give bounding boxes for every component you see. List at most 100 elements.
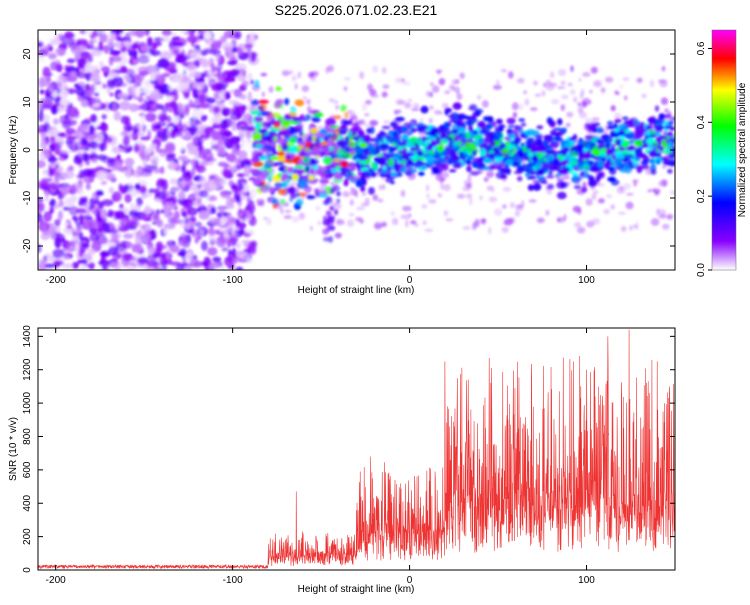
heatmap-cell: [48, 167, 54, 178]
heatmap-cell: [333, 210, 339, 214]
heatmap-cell: [630, 156, 638, 161]
heatmap-cell: [163, 223, 176, 230]
heatmap-cell: [173, 106, 179, 118]
heatmap-cell: [124, 169, 133, 178]
heatmap-cell: [570, 65, 574, 72]
heatmap-cell: [111, 30, 124, 35]
heatmap-cell: [160, 166, 165, 175]
heatmap-cell: [242, 137, 249, 149]
heatmap-cell: [278, 137, 285, 146]
heatmap-cell: [198, 102, 211, 109]
heatmap-cell: [100, 254, 106, 265]
heatmap-cell: [199, 175, 207, 186]
heatmap-cell: [608, 166, 614, 172]
heatmap-cell: [416, 138, 422, 146]
heatmap-cell: [95, 30, 107, 34]
heatmap-cell: [561, 94, 569, 100]
heatmap-cell: [658, 116, 665, 125]
heatmap-cell: [170, 128, 176, 139]
heatmap-cell: [550, 98, 560, 105]
heatmap-cell: [72, 50, 80, 56]
heatmap-cell: [220, 35, 227, 43]
heatmap-cell: [636, 166, 642, 174]
heatmap-cell: [81, 123, 90, 133]
heatmap-cell: [382, 84, 390, 90]
heatmap-cell: [489, 140, 496, 147]
heatmap-cell: [86, 76, 91, 82]
heatmap-cell: [595, 122, 600, 126]
heatmap-cell: [190, 262, 203, 268]
heatmap-cell: [629, 225, 633, 231]
heatmap-cell: [434, 126, 443, 134]
heatmap-cell: [456, 122, 463, 128]
heatmap-cell: [48, 52, 57, 60]
heatmap-cell: [605, 76, 614, 83]
heatmap-cell: [667, 120, 675, 126]
heatmap-cell: [528, 151, 533, 159]
heatmap-cell: [619, 85, 624, 89]
heatmap-cell: [468, 155, 473, 159]
heatmap-cell: [456, 193, 466, 199]
heatmap-cell: [226, 256, 234, 263]
heatmap-cell: [109, 92, 114, 97]
heatmap-cell: [369, 120, 379, 126]
heatmap-cell: [315, 206, 321, 211]
heatmap-cell: [248, 242, 256, 254]
heatmap-cell: [587, 100, 593, 104]
heatmap-cell: [472, 222, 477, 231]
heatmap-cell: [374, 221, 382, 230]
heatmap-cell: [218, 162, 230, 167]
heatmap-cell: [425, 184, 430, 192]
heatmap-cell: [250, 79, 254, 85]
heatmap-cell: [354, 153, 364, 159]
heatmap-cell: [78, 81, 85, 87]
heatmap-cell: [171, 77, 183, 82]
heatmap-cell: [336, 192, 341, 196]
heatmap-cell: [534, 93, 541, 97]
heatmap-cell: [340, 104, 347, 112]
heatmap-cell: [171, 187, 176, 193]
heatmap-cell: [583, 148, 588, 153]
heatmap-cell: [133, 168, 143, 179]
heatmap-cell: [466, 149, 472, 154]
heatmap-cell: [436, 163, 446, 169]
heatmap-cell: [367, 83, 373, 91]
heatmap-cell: [324, 197, 329, 206]
heatmap-cell: [466, 119, 471, 127]
heatmap-cell: [222, 118, 233, 128]
heatmap-cell: [257, 105, 264, 112]
colorbar-tick-label: 0.0: [696, 263, 707, 277]
heatmap-cell: [237, 47, 243, 56]
heatmap-cell: [337, 141, 346, 146]
heatmap-cell: [247, 91, 252, 100]
heatmap-cell: [79, 231, 84, 241]
heatmap-cell: [650, 218, 660, 226]
heatmap-cell: [94, 84, 102, 90]
snr-x-tick-label: 100: [578, 575, 595, 586]
heatmap-cell: [122, 45, 127, 54]
heatmap-cell: [614, 118, 622, 124]
heatmap-cell: [151, 155, 160, 165]
heatmap-cell: [169, 244, 180, 253]
heatmap-cell: [331, 202, 340, 207]
heatmap-cell: [479, 148, 487, 157]
heatmap-cell: [441, 171, 450, 179]
heatmap-cell: [235, 63, 247, 71]
heatmap-cell: [269, 155, 280, 161]
heatmap-cell: [421, 136, 427, 142]
heatmap-cell: [195, 165, 207, 173]
heatmap-cell: [47, 156, 58, 163]
heatmap-cell: [560, 80, 566, 85]
heatmap-cell: [99, 33, 108, 43]
heatmap-cell: [657, 180, 663, 187]
heatmap-cell: [119, 51, 128, 57]
heatmap-cell: [498, 124, 506, 129]
heatmap-cell: [128, 209, 139, 218]
heatmap-cell: [557, 217, 566, 223]
heatmap-cell: [576, 144, 584, 153]
heatmap-cell: [50, 105, 59, 115]
heatmap-cell: [310, 75, 317, 82]
heatmap-cell: [165, 201, 175, 208]
heatmap-cell: [446, 130, 451, 135]
heatmap-cell: [60, 99, 71, 107]
